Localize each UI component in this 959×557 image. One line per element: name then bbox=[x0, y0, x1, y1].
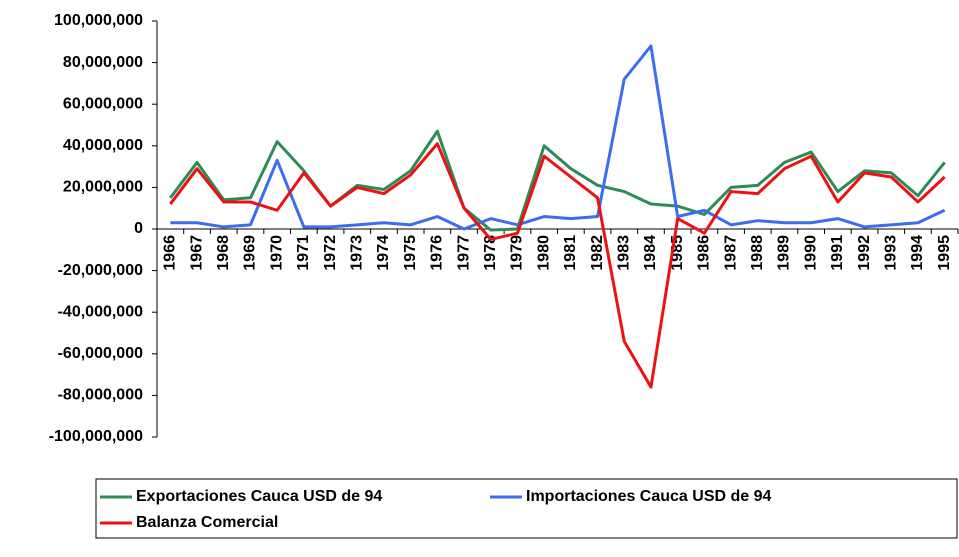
y-tick-label: -60,000,000 bbox=[58, 345, 144, 362]
x-tick-label: 1992 bbox=[856, 235, 873, 271]
y-tick-label: 60,000,000 bbox=[63, 95, 143, 112]
x-tick-label: 1995 bbox=[936, 235, 953, 271]
legend-label: Importaciones Cauca USD de 94 bbox=[526, 488, 772, 505]
x-tick-label: 1979 bbox=[509, 235, 526, 271]
series-line bbox=[169, 129, 946, 232]
y-tick-label: 100,000,000 bbox=[54, 12, 143, 29]
x-tick-label: 1988 bbox=[749, 235, 766, 271]
x-tick-label: 1974 bbox=[375, 235, 392, 271]
x-tick-label: 1969 bbox=[242, 235, 259, 271]
x-tick-label: 1966 bbox=[162, 235, 179, 271]
legend-label: Exportaciones Cauca USD de 94 bbox=[136, 488, 382, 505]
y-tick-label: -20,000,000 bbox=[58, 262, 144, 279]
x-tick-label: 1971 bbox=[295, 235, 312, 271]
x-tick-label: 1970 bbox=[268, 235, 285, 271]
x-tick-label: 1983 bbox=[615, 235, 632, 271]
x-tick-label: 1982 bbox=[589, 235, 606, 271]
series-line bbox=[169, 142, 946, 389]
x-tick-label: 1994 bbox=[909, 235, 926, 271]
x-tick-label: 1975 bbox=[402, 235, 419, 271]
x-tick-label: 1978 bbox=[482, 235, 499, 271]
y-tick-label: -40,000,000 bbox=[58, 303, 144, 320]
x-tick-label: 1973 bbox=[348, 235, 365, 271]
x-tick-label: 1986 bbox=[696, 235, 713, 271]
x-tick-label: 1989 bbox=[776, 235, 793, 271]
x-tick-label: 1972 bbox=[322, 235, 339, 271]
x-tick-label: 1990 bbox=[802, 235, 819, 271]
x-tick-label: 1977 bbox=[455, 235, 472, 271]
x-tick-label: 1967 bbox=[188, 235, 205, 271]
x-tick-label: 1991 bbox=[829, 235, 846, 271]
x-tick-label: 1984 bbox=[642, 235, 659, 271]
y-tick-label: 0 bbox=[134, 220, 143, 237]
y-tick-label: -100,000,000 bbox=[49, 428, 143, 445]
x-tick-label: 1981 bbox=[562, 235, 579, 271]
legend-label: Balanza Comercial bbox=[136, 514, 278, 531]
y-tick-label: 80,000,000 bbox=[63, 54, 143, 71]
series-line bbox=[170, 44, 946, 231]
x-tick-label: 1993 bbox=[882, 235, 899, 271]
x-tick-label: 1980 bbox=[535, 235, 552, 271]
x-tick-label: 1987 bbox=[722, 235, 739, 271]
x-tick-label: 1968 bbox=[215, 235, 232, 271]
legend-box bbox=[95, 478, 958, 539]
y-tick-label: 40,000,000 bbox=[63, 137, 143, 154]
x-tick-label: 1976 bbox=[429, 235, 446, 271]
y-tick-label: -80,000,000 bbox=[58, 387, 144, 404]
y-tick-label: 20,000,000 bbox=[63, 179, 143, 196]
